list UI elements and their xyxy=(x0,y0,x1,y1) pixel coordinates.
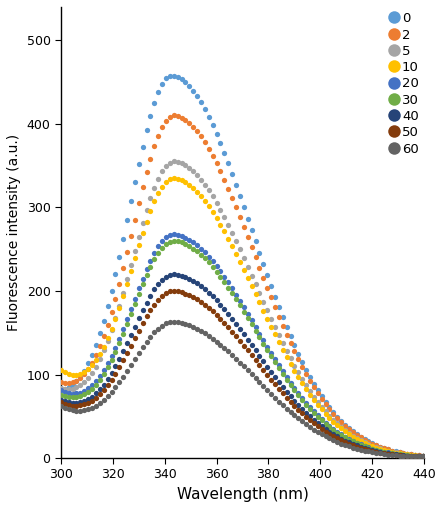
40 xyxy=(334,433,340,439)
10 xyxy=(334,422,340,428)
5 xyxy=(152,185,157,191)
60 xyxy=(152,329,157,335)
40 xyxy=(202,286,208,292)
10 xyxy=(120,293,126,299)
30 xyxy=(120,330,126,336)
2 xyxy=(171,112,176,119)
5 xyxy=(214,200,219,206)
0 xyxy=(152,100,157,106)
30 xyxy=(171,238,176,244)
2 xyxy=(120,265,126,271)
Line: 40: 40 xyxy=(58,271,426,459)
2 xyxy=(334,415,340,421)
Line: 50: 50 xyxy=(58,288,426,459)
10 xyxy=(171,175,176,181)
20 xyxy=(334,429,340,435)
40 xyxy=(120,348,126,354)
0 xyxy=(214,131,219,137)
30 xyxy=(420,454,426,460)
20 xyxy=(171,231,176,237)
2 xyxy=(152,144,157,150)
Line: 30: 30 xyxy=(58,238,426,459)
60 xyxy=(408,454,414,460)
5 xyxy=(202,182,208,188)
Line: 60: 60 xyxy=(58,319,426,459)
Legend: 0, 2, 5, 10, 20, 30, 40, 50, 60: 0, 2, 5, 10, 20, 30, 40, 50, 60 xyxy=(389,10,422,158)
0 xyxy=(120,236,126,242)
50 xyxy=(412,454,418,460)
5 xyxy=(280,341,285,347)
30 xyxy=(334,430,340,436)
60 xyxy=(120,374,126,380)
0 xyxy=(334,414,340,420)
2 xyxy=(420,453,426,459)
50 xyxy=(334,435,340,441)
40 xyxy=(58,397,64,403)
0 xyxy=(280,314,285,320)
0 xyxy=(171,73,176,79)
0 xyxy=(58,386,64,392)
30 xyxy=(152,256,157,262)
0 xyxy=(420,453,426,459)
2 xyxy=(58,379,64,385)
5 xyxy=(171,158,176,164)
30 xyxy=(280,371,285,377)
50 xyxy=(152,301,157,307)
Line: 20: 20 xyxy=(58,232,426,459)
10 xyxy=(202,198,208,204)
2 xyxy=(280,323,285,329)
5 xyxy=(334,420,340,427)
20 xyxy=(280,368,285,374)
50 xyxy=(202,302,208,308)
10 xyxy=(58,367,64,373)
40 xyxy=(214,297,219,303)
20 xyxy=(152,250,157,256)
20 xyxy=(120,326,126,332)
5 xyxy=(120,290,126,296)
20 xyxy=(214,263,219,269)
Line: 2: 2 xyxy=(58,113,426,458)
20 xyxy=(420,454,426,460)
10 xyxy=(420,453,426,459)
30 xyxy=(58,391,64,398)
10 xyxy=(214,215,219,221)
5 xyxy=(58,385,64,391)
Y-axis label: Fluorescence intensity (a.u.): Fluorescence intensity (a.u.) xyxy=(7,134,21,331)
0 xyxy=(202,106,208,112)
40 xyxy=(171,271,176,277)
60 xyxy=(202,330,208,336)
X-axis label: Wavelength (nm): Wavelength (nm) xyxy=(177,487,308,502)
60 xyxy=(171,319,176,325)
40 xyxy=(152,287,157,293)
40 xyxy=(280,384,285,390)
60 xyxy=(214,338,219,345)
60 xyxy=(420,454,426,460)
20 xyxy=(58,387,64,393)
40 xyxy=(416,454,422,460)
Line: 10: 10 xyxy=(58,176,426,459)
20 xyxy=(202,249,208,256)
50 xyxy=(280,390,285,397)
50 xyxy=(171,288,176,294)
50 xyxy=(58,399,64,405)
60 xyxy=(58,403,64,409)
10 xyxy=(280,347,285,353)
50 xyxy=(420,454,426,460)
40 xyxy=(420,454,426,460)
Line: 5: 5 xyxy=(58,159,426,459)
5 xyxy=(420,453,426,459)
2 xyxy=(202,139,208,145)
50 xyxy=(120,357,126,363)
60 xyxy=(280,402,285,408)
50 xyxy=(214,312,219,318)
30 xyxy=(202,256,208,262)
10 xyxy=(152,199,157,205)
30 xyxy=(214,269,219,275)
60 xyxy=(334,439,340,445)
Line: 0: 0 xyxy=(58,73,426,458)
2 xyxy=(214,160,219,166)
